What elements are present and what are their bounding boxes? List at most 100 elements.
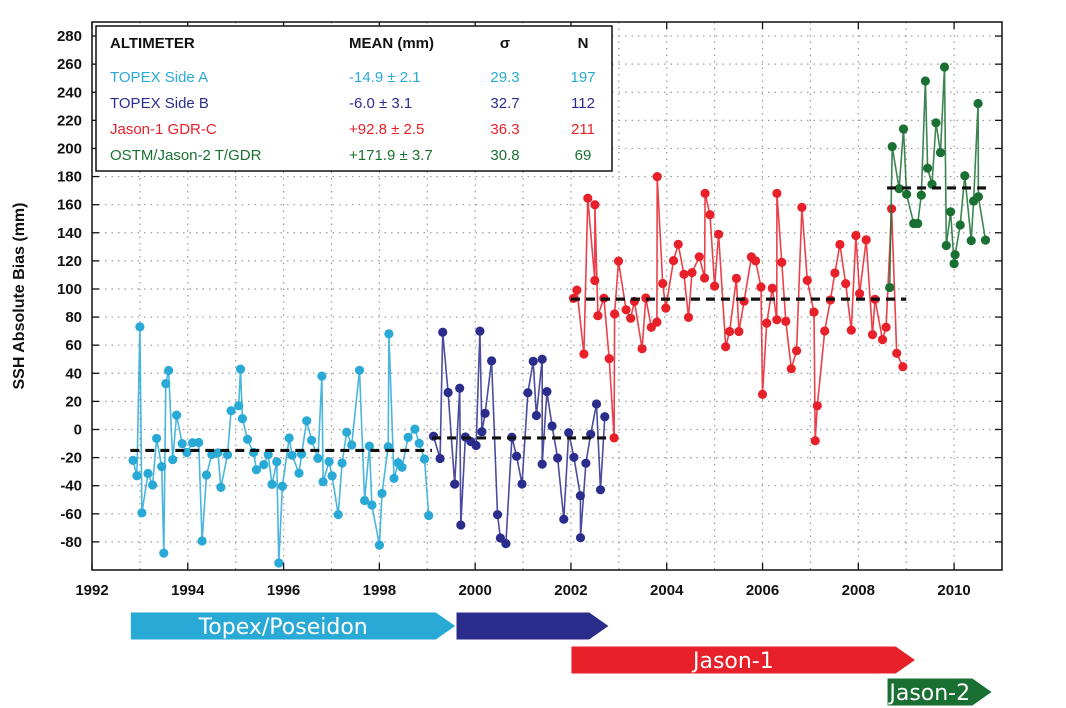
data-point <box>251 465 261 475</box>
data-point <box>613 256 624 266</box>
data-point <box>307 435 317 445</box>
x-tick-label: 2006 <box>746 582 779 599</box>
data-point <box>694 252 704 262</box>
y-tick-label: 140 <box>57 225 82 242</box>
data-series <box>128 62 991 568</box>
legend-row-sigma: 29.3 <box>490 69 519 86</box>
data-point <box>894 184 904 194</box>
data-point <box>159 548 169 558</box>
data-point <box>579 349 589 359</box>
y-tick-label: 220 <box>57 112 82 129</box>
data-point <box>861 235 871 245</box>
data-point <box>559 514 569 524</box>
data-point <box>949 259 959 269</box>
x-tick-label: 2004 <box>650 582 684 599</box>
x-tick-label: 2010 <box>937 582 970 599</box>
data-point <box>835 239 845 250</box>
data-point <box>710 281 720 291</box>
y-tick-label: 40 <box>65 365 82 382</box>
data-point <box>226 406 236 416</box>
data-point <box>973 98 983 109</box>
legend-header-sigma: σ <box>500 35 510 52</box>
data-point <box>935 148 946 158</box>
data-point <box>135 322 145 332</box>
data-point <box>830 268 840 278</box>
series-jason-1-gdr-c <box>568 172 908 446</box>
mission-arrow-topex-poseidon <box>129 611 457 641</box>
data-point <box>767 283 777 293</box>
legend-row-n: 112 <box>571 95 595 112</box>
data-point <box>855 289 865 299</box>
data-point <box>148 480 158 490</box>
data-point <box>725 326 735 337</box>
y-tick-label: 160 <box>57 197 82 214</box>
data-point <box>259 460 269 470</box>
data-point <box>542 387 552 397</box>
legend-row-sigma: 32.7 <box>490 95 519 112</box>
data-point <box>575 533 586 543</box>
data-point <box>668 256 679 266</box>
data-point <box>324 457 334 467</box>
data-point <box>626 313 636 323</box>
data-point <box>812 401 822 411</box>
y-tick-label: 200 <box>57 140 82 157</box>
data-point <box>302 416 312 426</box>
data-point <box>272 457 282 467</box>
data-point <box>923 163 933 173</box>
data-point <box>397 462 407 472</box>
data-point <box>501 539 511 549</box>
legend-row-name: OSTM/Jason-2 T/GDR <box>110 147 262 164</box>
data-point <box>213 448 223 458</box>
series-line <box>888 66 987 288</box>
data-point <box>841 279 851 289</box>
data-point <box>456 520 466 530</box>
data-point <box>531 410 542 421</box>
data-point <box>679 269 689 279</box>
data-point <box>374 540 384 550</box>
data-point <box>284 433 294 443</box>
data-point <box>367 500 377 510</box>
axis-ticks: -80-60-40-200204060801001201401601802002… <box>57 22 1002 599</box>
data-point <box>898 362 908 372</box>
data-point <box>652 317 662 327</box>
data-point <box>553 453 563 463</box>
legend-row-name: Jason-1 GDR-C <box>110 121 217 138</box>
x-tick-label: 1996 <box>267 582 300 599</box>
data-point <box>898 124 909 134</box>
data-point <box>777 257 787 267</box>
data-point <box>403 432 413 442</box>
data-point <box>511 451 522 461</box>
mission-arrow-jason-2 <box>886 677 994 707</box>
legend-row-name: TOPEX Side B <box>110 95 209 112</box>
data-point <box>810 436 820 446</box>
legend-row-mean: +92.8 ± 2.5 <box>349 121 424 138</box>
legend-header-mean: MEAN (mm) <box>349 35 434 52</box>
data-point <box>673 239 683 249</box>
data-point <box>161 379 171 389</box>
mission-label: Jason-1 <box>691 649 774 674</box>
data-point <box>438 327 448 337</box>
x-tick-label: 2008 <box>842 582 875 599</box>
data-point <box>317 371 327 381</box>
data-point <box>700 273 710 283</box>
data-point <box>242 434 253 444</box>
data-point <box>610 309 620 319</box>
data-point <box>851 230 861 241</box>
data-point <box>683 312 694 322</box>
data-point <box>342 427 352 437</box>
data-point <box>235 364 246 374</box>
legend: ALTIMETER MEAN (mm) σ N TOPEX Side A -14.9 ± … <box>95 25 613 172</box>
y-tick-label: 260 <box>57 56 82 73</box>
data-point <box>410 424 420 434</box>
data-point <box>547 421 557 431</box>
data-point <box>443 387 453 398</box>
data-point <box>128 455 138 465</box>
data-point <box>364 441 374 451</box>
data-point <box>658 278 668 289</box>
data-point <box>333 509 343 520</box>
legend-row-n: 211 <box>571 121 595 138</box>
data-point <box>492 509 503 520</box>
legend-row-n: 69 <box>575 147 592 164</box>
data-point <box>786 364 796 374</box>
